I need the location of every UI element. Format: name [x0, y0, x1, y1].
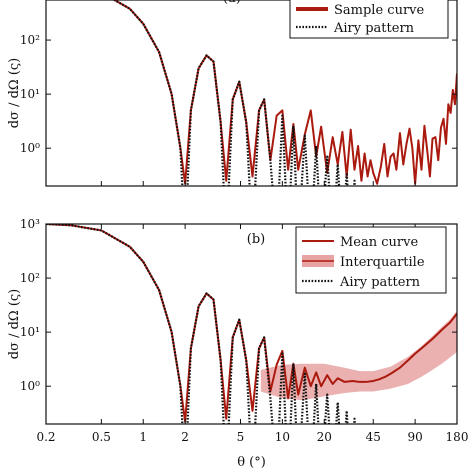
x-tick-label: 0.5	[92, 430, 111, 444]
y-tick-label: 10²	[20, 271, 40, 285]
x-tick-label: 10	[275, 430, 290, 444]
x-axis-label: θ (°)	[237, 455, 266, 470]
y-tick-label: 10¹	[20, 325, 40, 339]
legend: Sample curve Airy pattern	[289, 0, 449, 39]
x-tick-label: 1	[139, 430, 147, 444]
x-tick-label: 5	[237, 430, 245, 444]
x-tick-label: 45	[366, 430, 381, 444]
y-axis-label: dσ / dΩ (ς)	[7, 58, 22, 129]
plot-area	[112, 0, 457, 186]
x-tick-label: 90	[407, 430, 422, 444]
y-tick-label: 10⁰	[20, 379, 40, 393]
series-line-0	[46, 224, 457, 423]
panel-label: (a)	[223, 0, 241, 6]
panel-a: 10² 10¹ 10⁰ dσ / dΩ (ς) (a) Sample curve Airy …	[7, 0, 458, 187]
legend-label: Airy pattern	[339, 275, 421, 290]
legend: Mean curve Interquartile Airy pattern	[295, 226, 447, 294]
legend-label: Sample curve	[334, 3, 425, 18]
x-tick-label: 2	[181, 430, 189, 444]
legend-label: Mean curve	[340, 235, 418, 250]
y-axis-label: dσ / dΩ (ς)	[7, 289, 22, 360]
plot-area	[46, 224, 457, 424]
y-tick-label: 10²	[20, 33, 40, 47]
x-tick-label: 180	[446, 430, 469, 444]
legend-box	[289, 0, 449, 39]
series-line-1	[112, 0, 363, 186]
y-tick-label: 10⁰	[20, 141, 40, 155]
series-band-1	[260, 310, 457, 401]
x-tick-label: 20	[317, 430, 332, 444]
series-line-2	[46, 224, 363, 424]
y-tick-label: 10¹	[20, 87, 40, 101]
panel-b: 10³ 10² 10¹ 10⁰ 0.2 0.5 1 2 5 10 20 45 90 180 dσ / dΩ …	[7, 217, 469, 470]
legend-label: Airy pattern	[333, 21, 415, 36]
y-tick-label: 10³	[20, 217, 40, 231]
axes-frame	[45, 0, 458, 187]
x-tick-label: 0.2	[36, 430, 55, 444]
axes-frame	[45, 223, 458, 425]
legend-label: Interquartile	[340, 255, 425, 270]
panel-label: (b)	[247, 232, 265, 247]
